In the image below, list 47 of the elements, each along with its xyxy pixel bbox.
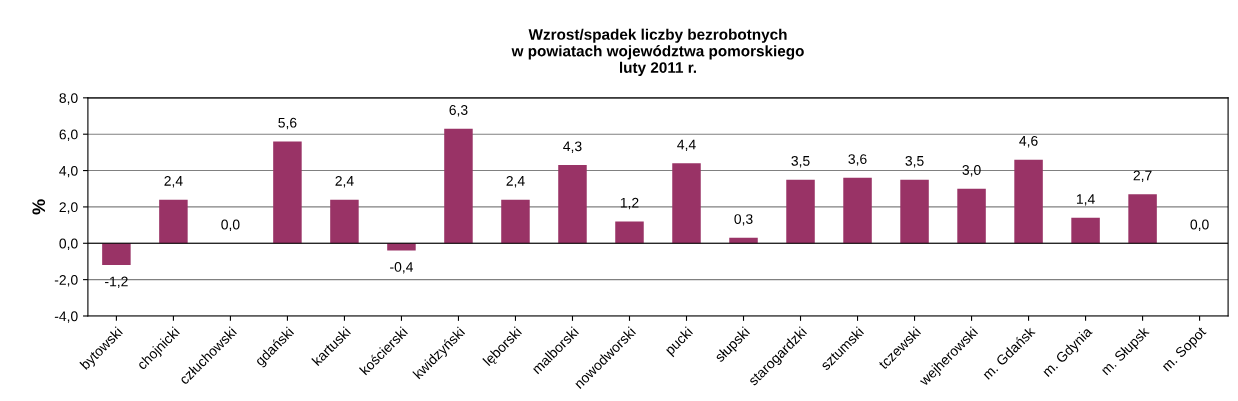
bar xyxy=(900,179,929,244)
y-tick-label: 8,0 xyxy=(59,93,78,105)
bar xyxy=(273,141,302,244)
data-label: 2,4 xyxy=(506,175,525,188)
y-tick-label: 2,0 xyxy=(59,202,78,214)
bar xyxy=(1128,194,1157,244)
bar xyxy=(957,188,986,244)
bar xyxy=(444,128,473,244)
data-label: 6,3 xyxy=(449,105,468,117)
data-label: 2,7 xyxy=(1133,170,1152,182)
y-tick-label: 0,0 xyxy=(59,238,78,251)
bar xyxy=(159,199,188,244)
y-tick-label: -2,0 xyxy=(54,274,78,287)
data-label: 3,0 xyxy=(962,165,981,177)
data-label: 4,3 xyxy=(563,141,582,153)
data-label: -1,2 xyxy=(105,276,128,289)
bar xyxy=(672,163,701,244)
data-label: 3,5 xyxy=(791,155,810,168)
data-label: 2,4 xyxy=(335,175,354,188)
data-label: 3,5 xyxy=(905,155,924,168)
bar xyxy=(729,237,758,244)
data-label: 4,6 xyxy=(1019,135,1038,148)
bar xyxy=(102,243,131,266)
bar xyxy=(330,199,359,244)
bar xyxy=(1071,217,1100,244)
bar xyxy=(501,199,530,244)
data-label: 1,2 xyxy=(620,197,639,210)
y-tick-label: 6,0 xyxy=(59,129,78,142)
data-label: 0,0 xyxy=(1190,219,1209,232)
data-label: 2,4 xyxy=(164,175,183,188)
y-axis-title: % xyxy=(32,199,46,215)
data-label: 1,4 xyxy=(1076,194,1095,206)
y-tick-label: 4,0 xyxy=(59,165,78,178)
y-tick-label: -4,0 xyxy=(54,311,78,323)
data-label: 4,4 xyxy=(677,139,696,152)
data-label: 3,6 xyxy=(848,154,867,166)
data-label: 5,6 xyxy=(278,117,297,130)
data-label: 0,0 xyxy=(221,219,240,232)
bar xyxy=(615,221,644,244)
bar xyxy=(1014,159,1043,244)
bar xyxy=(387,243,416,251)
data-label: -0,4 xyxy=(390,262,414,274)
chart-title: Wzrost/spadek liczby bezrobotnych w powiatach województwa pomorskiego luty 2011 r. xyxy=(511,28,804,77)
bar xyxy=(786,179,815,244)
data-label: 0,3 xyxy=(734,214,753,226)
bar xyxy=(558,165,587,244)
bar xyxy=(843,177,872,244)
